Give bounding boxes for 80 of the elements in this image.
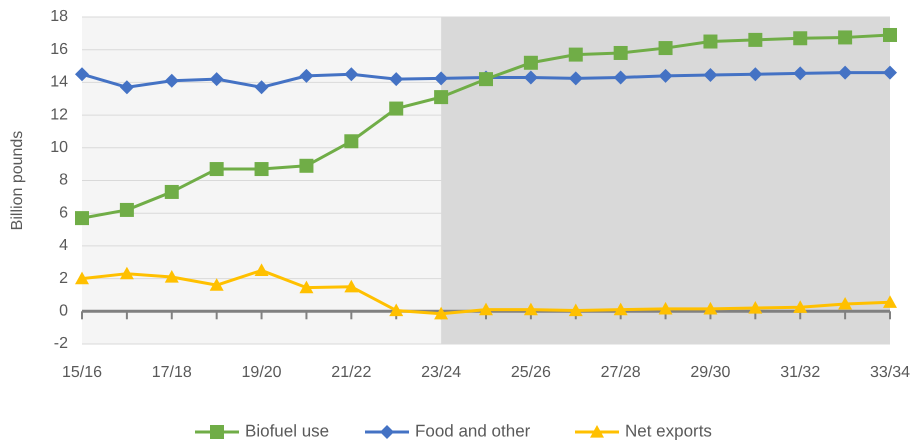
point [344, 280, 358, 292]
y-tick-label: -2 [54, 335, 68, 352]
point [210, 72, 224, 86]
x-tick-label: 17/18 [152, 364, 192, 381]
point [703, 68, 718, 82]
point [75, 211, 89, 226]
point [479, 302, 493, 316]
point [299, 158, 314, 173]
y-tick-label: 14 [50, 74, 68, 91]
y-tick-label: 2 [59, 270, 68, 287]
y-tick-label: 4 [59, 237, 68, 254]
y-tick-label: 0 [59, 302, 68, 320]
point [210, 162, 224, 176]
point [164, 270, 179, 283]
point [838, 66, 852, 80]
point [389, 102, 404, 116]
y-tick-label: 16 [50, 40, 68, 58]
point [883, 28, 897, 42]
point [793, 66, 808, 80]
x-tick-label: 19/20 [242, 364, 282, 381]
point [75, 272, 89, 284]
legend-label: Net exports [625, 421, 712, 440]
point [254, 80, 269, 94]
point [120, 266, 134, 280]
point [299, 280, 314, 294]
point [75, 67, 89, 82]
point [658, 68, 673, 83]
point [254, 263, 269, 276]
point [344, 134, 358, 148]
point [120, 80, 134, 94]
x-tick-label: 23/24 [421, 364, 462, 381]
y-tick-label: 12 [50, 106, 68, 124]
point [614, 46, 628, 60]
point [524, 302, 538, 316]
point [614, 70, 628, 84]
point [524, 70, 538, 84]
x-tick-label: 27/28 [600, 364, 641, 381]
point [793, 300, 808, 313]
x-tick-label: 21/22 [331, 364, 372, 381]
point [434, 90, 448, 104]
point [658, 41, 673, 56]
point [883, 66, 897, 80]
point [568, 48, 583, 62]
y-tick-label: 18 [50, 8, 68, 26]
legend-label: Food and other [415, 421, 531, 440]
y-tick-label: 10 [50, 139, 68, 156]
point [614, 302, 628, 316]
point [434, 306, 448, 320]
point [524, 56, 538, 70]
point [434, 71, 448, 86]
point [703, 34, 718, 49]
point [658, 302, 673, 314]
y-axis-title: Billion pounds [9, 130, 26, 230]
point [748, 67, 762, 82]
point [838, 296, 852, 310]
point [299, 68, 314, 83]
x-tick-label: 31/32 [780, 364, 820, 381]
point [568, 71, 583, 86]
legend-label: Biofuel use [245, 421, 330, 440]
point [344, 67, 358, 82]
point [748, 301, 762, 314]
x-tick-label: 25/26 [510, 364, 552, 381]
point [748, 32, 762, 47]
point [883, 295, 897, 308]
point [389, 72, 404, 86]
y-tick-label: 8 [59, 172, 68, 189]
point [210, 278, 224, 291]
point [838, 30, 852, 44]
x-tick-label: 29/30 [690, 364, 731, 381]
point [793, 31, 808, 46]
point [164, 74, 179, 88]
point [120, 202, 134, 217]
point [389, 303, 404, 316]
point [164, 184, 179, 199]
x-tick-label: 15/16 [62, 364, 102, 381]
point [568, 303, 583, 316]
point [254, 162, 269, 176]
point [703, 302, 718, 314]
x-tick-label: 33/34 [870, 364, 910, 381]
y-tick-label: 6 [59, 204, 68, 222]
